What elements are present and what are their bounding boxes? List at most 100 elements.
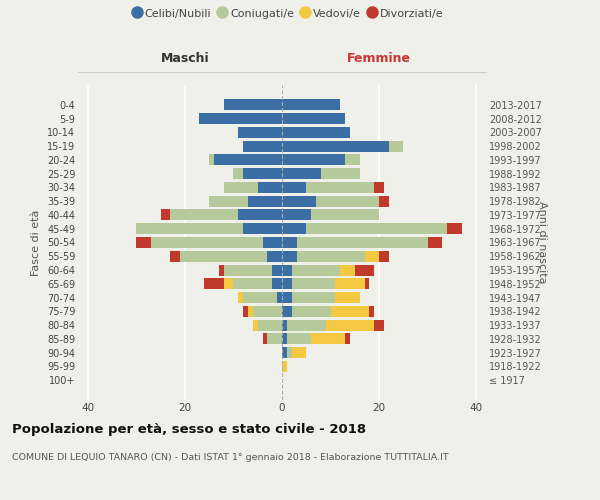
Bar bbox=[170, 210, 238, 220]
Bar bbox=[258, 182, 282, 193]
Bar bbox=[370, 306, 374, 317]
Bar bbox=[379, 196, 389, 206]
Bar bbox=[268, 251, 282, 262]
Bar bbox=[224, 264, 272, 276]
Bar bbox=[282, 320, 287, 330]
Bar bbox=[136, 223, 243, 234]
Bar bbox=[311, 210, 379, 220]
Bar bbox=[238, 292, 243, 303]
Bar bbox=[224, 100, 282, 110]
Bar bbox=[292, 264, 340, 276]
Bar bbox=[282, 168, 321, 179]
Bar bbox=[306, 182, 374, 193]
Bar bbox=[199, 113, 282, 124]
Bar bbox=[321, 168, 360, 179]
Bar bbox=[326, 320, 374, 330]
Bar bbox=[248, 306, 253, 317]
Bar bbox=[243, 292, 277, 303]
Bar bbox=[272, 264, 282, 276]
Bar bbox=[296, 237, 428, 248]
Bar bbox=[224, 278, 233, 289]
Bar bbox=[282, 347, 287, 358]
Bar bbox=[282, 237, 296, 248]
Bar bbox=[243, 168, 282, 179]
Bar bbox=[282, 196, 316, 206]
Bar bbox=[243, 223, 282, 234]
Bar bbox=[282, 182, 306, 193]
Bar bbox=[374, 320, 384, 330]
Bar bbox=[282, 100, 340, 110]
Bar bbox=[170, 251, 180, 262]
Bar bbox=[263, 334, 268, 344]
Bar bbox=[272, 278, 282, 289]
Text: Popolazione per età, sesso e stato civile - 2018: Popolazione per età, sesso e stato civil… bbox=[12, 422, 366, 436]
Bar bbox=[447, 223, 462, 234]
Bar bbox=[282, 251, 296, 262]
Bar bbox=[233, 278, 272, 289]
Bar bbox=[306, 223, 447, 234]
Bar bbox=[331, 306, 370, 317]
Bar bbox=[282, 113, 345, 124]
Bar bbox=[277, 292, 282, 303]
Bar bbox=[316, 196, 379, 206]
Bar bbox=[268, 334, 282, 344]
Bar bbox=[365, 278, 370, 289]
Bar bbox=[282, 210, 311, 220]
Bar bbox=[374, 182, 384, 193]
Bar bbox=[282, 361, 287, 372]
Bar bbox=[282, 306, 292, 317]
Bar bbox=[209, 154, 214, 166]
Bar bbox=[335, 292, 360, 303]
Bar bbox=[253, 306, 282, 317]
Bar bbox=[365, 251, 379, 262]
Bar bbox=[292, 278, 335, 289]
Bar bbox=[355, 264, 374, 276]
Bar bbox=[282, 140, 389, 151]
Bar bbox=[389, 140, 403, 151]
Y-axis label: Anni di nascita: Anni di nascita bbox=[537, 201, 547, 284]
Bar bbox=[136, 237, 151, 248]
Bar bbox=[345, 154, 360, 166]
Bar bbox=[248, 196, 282, 206]
Bar bbox=[180, 251, 268, 262]
Bar bbox=[296, 251, 365, 262]
Bar bbox=[233, 168, 243, 179]
Bar bbox=[287, 334, 311, 344]
Bar bbox=[282, 334, 287, 344]
Bar bbox=[209, 196, 248, 206]
Bar bbox=[282, 292, 292, 303]
Bar bbox=[345, 334, 350, 344]
Bar bbox=[238, 210, 282, 220]
Text: Maschi: Maschi bbox=[161, 52, 209, 65]
Bar bbox=[311, 334, 345, 344]
Bar bbox=[282, 278, 292, 289]
Bar bbox=[292, 306, 331, 317]
Bar bbox=[151, 237, 263, 248]
Bar bbox=[214, 154, 282, 166]
Bar bbox=[340, 264, 355, 276]
Bar bbox=[287, 347, 292, 358]
Bar bbox=[243, 140, 282, 151]
Bar bbox=[224, 182, 258, 193]
Bar bbox=[258, 320, 282, 330]
Text: COMUNE DI LEQUIO TANARO (CN) - Dati ISTAT 1° gennaio 2018 - Elaborazione TUTTITA: COMUNE DI LEQUIO TANARO (CN) - Dati ISTA… bbox=[12, 452, 449, 462]
Bar bbox=[379, 251, 389, 262]
Legend: Celibi/Nubili, Coniugati/e, Vedovi/e, Divorziati/e: Celibi/Nubili, Coniugati/e, Vedovi/e, Di… bbox=[133, 8, 443, 19]
Bar bbox=[263, 237, 282, 248]
Bar bbox=[219, 264, 224, 276]
Bar bbox=[282, 154, 345, 166]
Bar bbox=[204, 278, 224, 289]
Y-axis label: Fasce di età: Fasce di età bbox=[31, 210, 41, 276]
Bar bbox=[282, 264, 292, 276]
Bar bbox=[282, 223, 306, 234]
Bar bbox=[335, 278, 365, 289]
Text: Femmine: Femmine bbox=[347, 52, 411, 65]
Bar bbox=[292, 347, 306, 358]
Bar bbox=[428, 237, 442, 248]
Bar bbox=[161, 210, 170, 220]
Bar bbox=[287, 320, 326, 330]
Bar bbox=[292, 292, 335, 303]
Bar bbox=[243, 306, 248, 317]
Bar bbox=[238, 127, 282, 138]
Bar bbox=[282, 127, 350, 138]
